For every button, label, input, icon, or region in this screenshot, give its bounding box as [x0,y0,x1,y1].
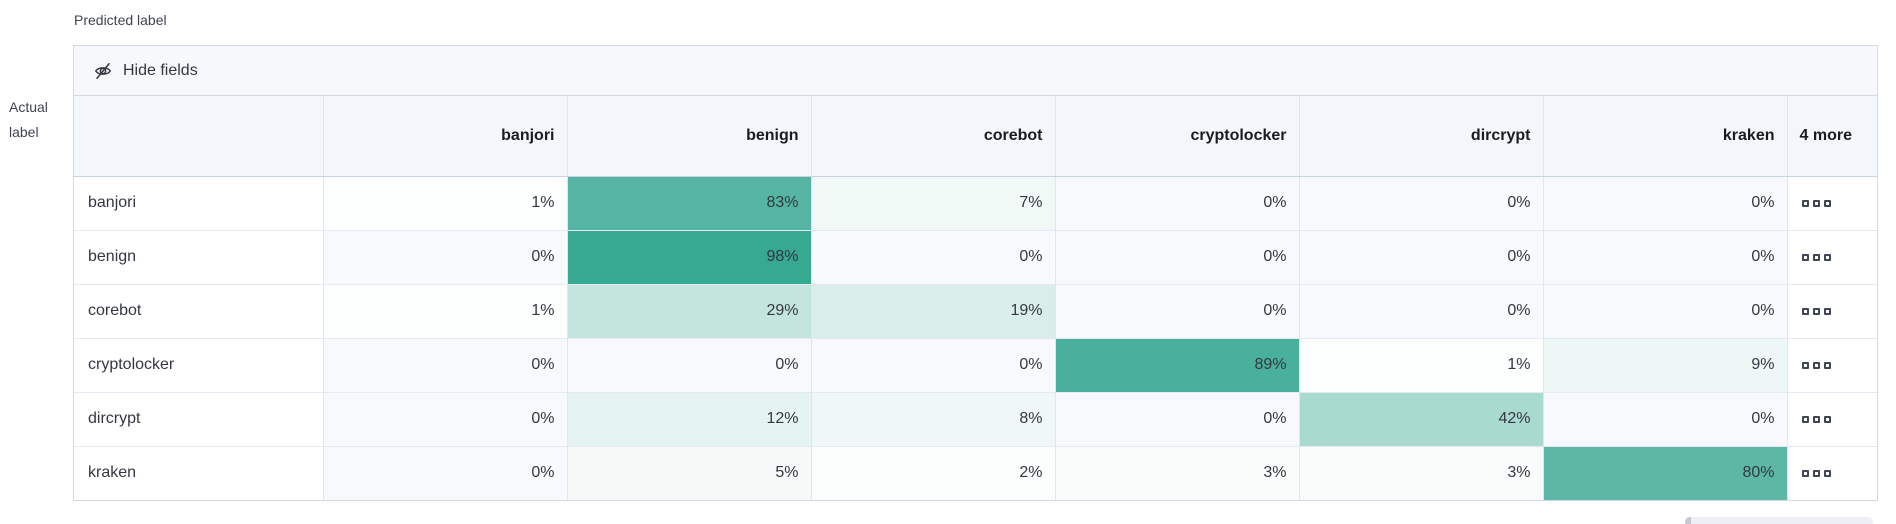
matrix-cell-banjori-dircrypt[interactable]: 0% [1298,176,1543,230]
matrix-cell-cryptolocker-banjori[interactable]: 0% [322,337,567,392]
matrix-cell-kraken-benign[interactable]: 5% [566,445,811,500]
column-header-kraken[interactable]: kraken [1542,96,1787,177]
horizontal-scrollbar[interactable] [1685,517,1873,524]
matrix-cell-benign-cryptolocker[interactable]: 0% [1054,229,1299,284]
matrix-cell-banjori-benign[interactable]: 83% [566,176,811,230]
matrix-cell-cryptolocker-kraken[interactable]: 9% [1542,337,1787,392]
column-header-benign[interactable]: benign [566,96,811,177]
matrix-row-corebot: corebot 1% 29% 19% 0% 0% 0% [74,283,1877,338]
matrix-row-dircrypt: dircrypt 0% 12% 8% 0% 42% 0% [74,391,1877,446]
confusion-matrix-panel: Hide fields banjori benign corebot cryptolo… [73,45,1878,501]
boxes-horizontal-icon [1801,308,1831,315]
matrix-cell-kraken-cryptolocker[interactable]: 3% [1054,445,1299,500]
confusion-matrix-table: banjori benign corebot cryptolocker dircrypt… [74,96,1877,500]
more-actions-cell[interactable] [1786,391,1877,446]
matrix-cell-kraken-dircrypt[interactable]: 3% [1298,445,1543,500]
matrix-cell-corebot-banjori[interactable]: 1% [322,283,567,338]
column-header-banjori[interactable]: banjori [322,96,567,177]
matrix-row-banjori: banjori 1% 83% 7% 0% 0% 0% [74,176,1877,230]
matrix-row-kraken: kraken 0% 5% 2% 3% 3% 80% [74,445,1877,500]
boxes-horizontal-icon [1801,200,1831,207]
matrix-cell-corebot-kraken[interactable]: 0% [1542,283,1787,338]
boxes-horizontal-icon [1801,416,1831,423]
matrix-cell-benign-dircrypt[interactable]: 0% [1298,229,1543,284]
matrix-cell-dircrypt-kraken[interactable]: 0% [1542,391,1787,446]
boxes-horizontal-icon [1801,254,1831,261]
boxes-horizontal-icon [1801,362,1831,369]
corner-cell [74,96,323,177]
more-actions-cell[interactable] [1786,445,1877,500]
row-label-kraken[interactable]: kraken [74,445,323,500]
matrix-cell-corebot-cryptolocker[interactable]: 0% [1054,283,1299,338]
matrix-cell-corebot-corebot[interactable]: 19% [810,283,1055,338]
matrix-cell-kraken-corebot[interactable]: 2% [810,445,1055,500]
more-actions-cell[interactable] [1786,283,1877,338]
row-label-cryptolocker[interactable]: cryptolocker [74,337,323,392]
matrix-cell-banjori-corebot[interactable]: 7% [810,176,1055,230]
matrix-cell-dircrypt-banjori[interactable]: 0% [322,391,567,446]
actual-axis-label: Actual label [9,95,48,145]
column-header-cryptolocker[interactable]: cryptolocker [1054,96,1299,177]
more-actions-cell[interactable] [1786,176,1877,230]
matrix-cell-banjori-cryptolocker[interactable]: 0% [1054,176,1299,230]
matrix-cell-dircrypt-cryptolocker[interactable]: 0% [1054,391,1299,446]
matrix-cell-cryptolocker-dircrypt[interactable]: 1% [1298,337,1543,392]
hide-fields-label: Hide fields [123,61,198,79]
matrix-cell-cryptolocker-benign[interactable]: 0% [566,337,811,392]
matrix-cell-banjori-banjori[interactable]: 1% [322,176,567,230]
matrix-row-cryptolocker: cryptolocker 0% 0% 0% 89% 1% 9% [74,337,1877,392]
boxes-horizontal-icon [1801,470,1831,478]
matrix-cell-cryptolocker-corebot[interactable]: 0% [810,337,1055,392]
row-label-banjori[interactable]: banjori [74,176,323,230]
matrix-cell-kraken-banjori[interactable]: 0% [322,445,567,500]
matrix-cell-benign-banjori[interactable]: 0% [322,229,567,284]
actual-axis-label-line2: label [9,124,39,140]
row-label-benign[interactable]: benign [74,229,323,284]
scrollbar-thumb[interactable] [1685,517,1691,524]
actual-axis-label-line1: Actual [9,99,48,115]
header-row: banjori benign corebot cryptolocker dircrypt… [74,96,1877,177]
matrix-cell-dircrypt-corebot[interactable]: 8% [810,391,1055,446]
more-actions-cell[interactable] [1786,229,1877,284]
matrix-cell-dircrypt-dircrypt[interactable]: 42% [1298,391,1543,446]
matrix-cell-benign-corebot[interactable]: 0% [810,229,1055,284]
column-header-corebot[interactable]: corebot [810,96,1055,177]
matrix-cell-corebot-benign[interactable]: 29% [566,283,811,338]
matrix-cell-benign-kraken[interactable]: 0% [1542,229,1787,284]
matrix-cell-benign-benign[interactable]: 98% [566,229,811,284]
more-actions-cell[interactable] [1786,337,1877,392]
matrix-cell-banjori-kraken[interactable]: 0% [1542,176,1787,230]
column-header-more[interactable]: 4 more [1786,96,1877,177]
matrix-cell-cryptolocker-cryptolocker[interactable]: 89% [1054,337,1299,392]
grid-toolbar: Hide fields [74,46,1877,96]
predicted-axis-label: Predicted label [74,12,167,28]
hide-fields-button[interactable]: Hide fields [93,61,198,81]
column-header-dircrypt[interactable]: dircrypt [1298,96,1543,177]
matrix-cell-kraken-kraken[interactable]: 80% [1542,445,1787,500]
row-label-corebot[interactable]: corebot [74,283,323,338]
eye-closed-icon [93,61,113,81]
row-label-dircrypt[interactable]: dircrypt [74,391,323,446]
matrix-cell-corebot-dircrypt[interactable]: 0% [1298,283,1543,338]
matrix-cell-dircrypt-benign[interactable]: 12% [566,391,811,446]
matrix-row-benign: benign 0% 98% 0% 0% 0% 0% [74,229,1877,284]
